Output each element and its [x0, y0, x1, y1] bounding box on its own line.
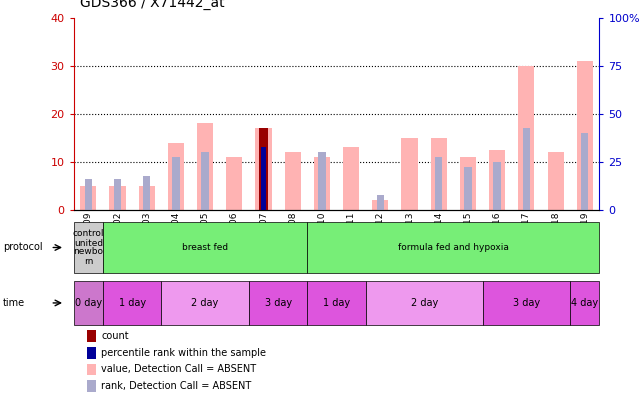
- Text: percentile rank within the sample: percentile rank within the sample: [101, 348, 266, 358]
- Bar: [172, 157, 179, 210]
- Text: GDS366 / X71442_at: GDS366 / X71442_at: [80, 0, 225, 10]
- Bar: [201, 152, 209, 210]
- Text: 3 day: 3 day: [265, 298, 292, 308]
- Bar: [431, 138, 447, 210]
- Bar: [168, 143, 184, 210]
- Bar: [307, 222, 599, 273]
- Bar: [460, 157, 476, 210]
- Bar: [343, 147, 359, 210]
- Bar: [494, 162, 501, 210]
- Bar: [285, 152, 301, 210]
- Bar: [319, 152, 326, 210]
- Bar: [138, 186, 154, 210]
- Text: 4 day: 4 day: [571, 298, 598, 308]
- Text: breast fed: breast fed: [182, 243, 228, 252]
- Bar: [110, 186, 126, 210]
- Bar: [143, 176, 151, 210]
- Bar: [74, 281, 103, 325]
- Bar: [260, 147, 267, 210]
- Bar: [570, 281, 599, 325]
- Text: 1 day: 1 day: [119, 298, 146, 308]
- Text: 3 day: 3 day: [513, 298, 540, 308]
- Text: 2 day: 2 day: [410, 298, 438, 308]
- Bar: [483, 281, 570, 325]
- Text: value, Detection Call = ABSENT: value, Detection Call = ABSENT: [101, 364, 256, 375]
- Bar: [372, 200, 388, 210]
- Bar: [80, 186, 96, 210]
- Bar: [197, 124, 213, 210]
- Text: 0 day: 0 day: [75, 298, 102, 308]
- Text: count: count: [101, 331, 129, 341]
- Bar: [249, 281, 307, 325]
- Bar: [401, 138, 417, 210]
- Text: 1 day: 1 day: [323, 298, 350, 308]
- Bar: [435, 157, 442, 210]
- Bar: [366, 281, 483, 325]
- Bar: [103, 281, 162, 325]
- Bar: [489, 150, 505, 210]
- Bar: [577, 61, 593, 210]
- Bar: [114, 179, 121, 210]
- Text: 2 day: 2 day: [192, 298, 219, 308]
- Text: formula fed and hypoxia: formula fed and hypoxia: [398, 243, 509, 252]
- Bar: [464, 167, 472, 210]
- Bar: [256, 128, 272, 210]
- Bar: [314, 157, 330, 210]
- Bar: [262, 147, 265, 210]
- Bar: [522, 128, 530, 210]
- Text: rank, Detection Call = ABSENT: rank, Detection Call = ABSENT: [101, 381, 251, 391]
- Bar: [377, 196, 384, 210]
- Bar: [226, 157, 242, 210]
- Bar: [260, 128, 267, 210]
- Bar: [519, 66, 535, 210]
- Text: protocol: protocol: [3, 242, 43, 253]
- Bar: [103, 222, 307, 273]
- Text: control
united
newbo
rn: control united newbo rn: [72, 230, 104, 265]
- Bar: [307, 281, 366, 325]
- Bar: [162, 281, 249, 325]
- Bar: [547, 152, 563, 210]
- Bar: [581, 133, 588, 210]
- Bar: [74, 222, 103, 273]
- Text: time: time: [3, 298, 26, 308]
- Bar: [85, 179, 92, 210]
